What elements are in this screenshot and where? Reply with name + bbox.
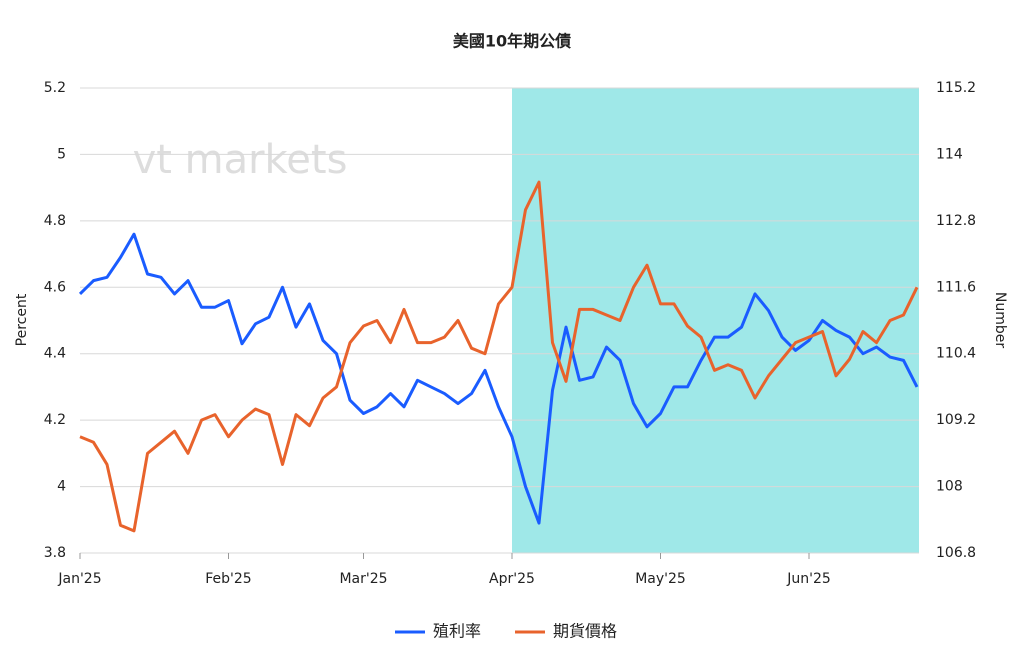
y2-axis-label: Number [992,292,1008,348]
y2-tick-label: 115.2 [936,80,976,96]
y-tick-label: 4.4 [44,346,66,362]
y2-tick-label: 114 [936,146,963,162]
legend-label: 殖利率 [433,622,481,641]
chart-title: 美國10年期公債 [453,32,571,51]
y2-tick-label: 110.4 [936,346,976,362]
data-line [78,232,919,525]
y2-tick-label: 112.8 [936,213,976,229]
x-tick-label: Jan'25 [57,571,101,587]
y-tick-label: 5.2 [44,80,66,96]
x-tick-label: Jun'25 [786,571,831,587]
data-line [79,180,919,533]
y2-tick-label: 106.8 [936,545,976,561]
highlight-region [512,88,919,553]
y-tick-label: 3.8 [44,545,66,561]
watermark: vt markets [133,137,348,183]
y-tick-label: 4.6 [44,279,66,295]
legend-label: 期貨價格 [553,622,617,641]
x-tick-label: Mar'25 [339,571,387,587]
y-tick-label: 5 [57,146,66,162]
y2-tick-label: 108 [936,479,963,495]
y2-tick-label: 111.6 [936,279,976,295]
x-tick-label: Apr'25 [489,571,535,587]
x-tick-label: Feb'25 [205,571,251,587]
y-tick-label: 4.8 [44,213,66,229]
y-tick-label: 4 [57,479,66,495]
x-tick-label: May'25 [635,571,686,587]
y2-tick-label: 109.2 [936,412,976,428]
y-axis-label: Percent [14,293,30,346]
y-tick-label: 4.2 [44,412,66,428]
